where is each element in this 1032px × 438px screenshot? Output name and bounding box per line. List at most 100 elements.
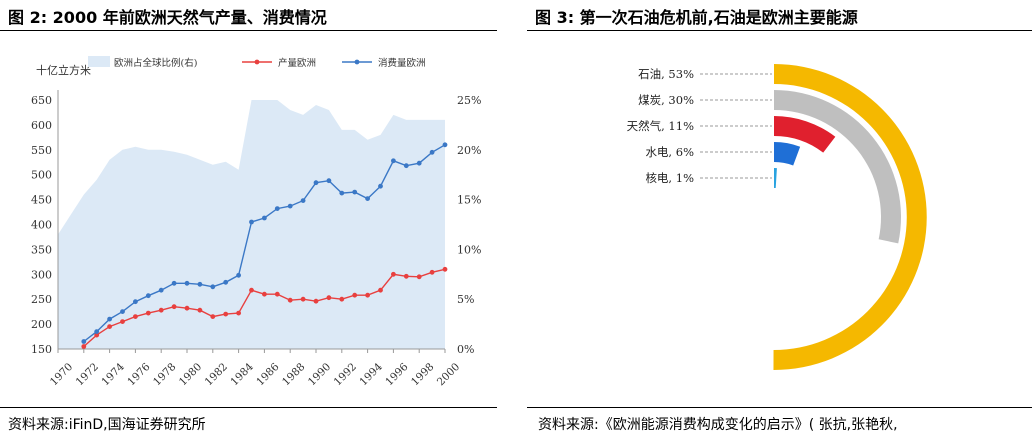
y-tick-label: 500	[31, 169, 52, 182]
data-point-consumption	[223, 279, 229, 285]
data-point-consumption	[249, 219, 254, 225]
data-point-production	[416, 274, 422, 280]
data-point-production	[120, 319, 125, 324]
x-tick-label: 1984	[228, 361, 256, 389]
figure3-source-rule	[527, 407, 1032, 408]
x-tick-label: 1972	[74, 361, 101, 388]
data-point-consumption	[378, 183, 383, 189]
legend-label-consumption: 消费量欧洲	[378, 57, 426, 69]
data-point-consumption	[171, 280, 177, 286]
data-point-consumption	[313, 180, 319, 186]
data-point-consumption	[236, 272, 242, 278]
y-axis-unit-label: 十亿立方米	[36, 63, 91, 77]
gas-production-consumption-chart: 十亿立方米 150 200 250 300 350 400 450 500 550 600 650 0%…	[31, 56, 481, 389]
data-point-production	[326, 295, 332, 301]
energy-structure-radial-chart: 石油, 53% 煤炭, 30% 天然气, 11% 水电, 6% 核电, 1%	[627, 64, 927, 371]
data-point-production	[223, 311, 229, 317]
x-tick-label: 1996	[383, 361, 411, 389]
data-point-production	[365, 292, 370, 298]
radial-bar-oil	[773, 64, 927, 371]
radial-bar-gas	[774, 116, 836, 153]
data-point-consumption	[81, 339, 87, 344]
legend-label-area: 欧洲占全球比例(右)	[114, 57, 197, 69]
x-tick-label: 1978	[151, 361, 178, 388]
data-point-production	[262, 291, 267, 297]
x-tick-label: 1986	[254, 361, 282, 389]
category-label-oil: 石油, 53%	[638, 67, 694, 81]
data-point-production	[339, 296, 345, 302]
figure2-source: 资料来源:iFinD,国海证券研究所	[8, 417, 206, 433]
y-tick-label: 300	[31, 268, 52, 281]
data-point-production	[403, 273, 409, 279]
x-tick-label: 1970	[48, 361, 75, 388]
data-point-consumption	[133, 299, 138, 305]
data-point-production	[94, 332, 100, 338]
data-point-production	[133, 314, 138, 319]
legend-marker-production	[254, 59, 260, 65]
category-label-gas: 天然气, 11%	[627, 119, 694, 133]
x-tick-label: 1974	[99, 361, 127, 389]
legend-label-production: 产量欧洲	[278, 57, 316, 69]
y-tick-label: 200	[31, 318, 52, 331]
legend-marker-consumption	[354, 59, 360, 65]
data-point-consumption	[429, 149, 435, 155]
y-tick-label: 150	[31, 343, 52, 356]
data-point-production	[378, 287, 383, 293]
data-point-consumption	[339, 190, 345, 196]
data-point-production	[210, 314, 216, 319]
data-point-consumption	[158, 287, 164, 293]
x-tick-label: 1998	[409, 361, 436, 388]
data-point-consumption	[184, 280, 190, 286]
category-label-hydro: 水电, 6%	[645, 145, 694, 159]
y2-tick-label: 20%	[457, 144, 481, 157]
data-point-consumption	[262, 215, 267, 221]
y2-tick-label: 10%	[457, 243, 481, 256]
radial-bar-nuclear	[774, 168, 777, 189]
x-tick-label: 2000	[435, 361, 462, 388]
data-point-production	[287, 297, 293, 303]
data-point-production	[300, 296, 306, 302]
data-point-consumption	[326, 178, 332, 184]
x-tick-label: 1994	[357, 361, 385, 389]
figure3-title-rule	[527, 30, 1032, 31]
figure2-source-rule	[0, 407, 497, 408]
data-point-production	[391, 271, 396, 277]
data-point-production	[442, 266, 448, 272]
data-point-consumption	[197, 281, 203, 287]
data-point-consumption	[120, 309, 125, 314]
figure2-title: 图 2: 2000 年前欧洲天然气产量、消费情况	[8, 8, 327, 27]
y-tick-label: 600	[31, 119, 52, 132]
data-point-consumption	[442, 142, 448, 148]
data-point-production	[313, 298, 319, 304]
y2-tick-label: 5%	[457, 293, 474, 306]
x-tick-label: 1988	[280, 361, 307, 388]
legend-swatch-area	[88, 56, 110, 67]
x-tick-label: 1976	[125, 361, 153, 389]
data-point-consumption	[416, 160, 422, 166]
data-point-consumption	[403, 163, 409, 169]
y-tick-label: 250	[31, 293, 52, 306]
data-point-production	[352, 292, 358, 298]
data-point-production	[81, 344, 87, 349]
data-point-consumption	[94, 329, 100, 334]
data-point-production	[197, 307, 203, 313]
y-tick-label: 650	[31, 94, 52, 107]
data-point-production	[236, 310, 242, 316]
data-point-production	[274, 291, 280, 297]
data-point-consumption	[287, 203, 293, 209]
y-tick-label: 450	[31, 194, 52, 207]
y-tick-label: 350	[31, 243, 52, 256]
data-point-consumption	[365, 196, 370, 202]
x-tick-label: 1992	[332, 361, 359, 388]
data-point-production	[249, 287, 254, 293]
x-tick-label: 1982	[203, 361, 230, 388]
x-tick-label: 1990	[306, 361, 333, 388]
data-point-consumption	[107, 316, 112, 322]
x-tick-label: 1980	[177, 361, 204, 388]
y-tick-label: 550	[31, 144, 52, 157]
data-point-consumption	[210, 284, 216, 290]
y2-tick-label: 25%	[457, 94, 481, 107]
data-point-production	[145, 310, 151, 316]
data-point-production	[171, 304, 177, 310]
radial-bar-coal	[774, 90, 901, 244]
